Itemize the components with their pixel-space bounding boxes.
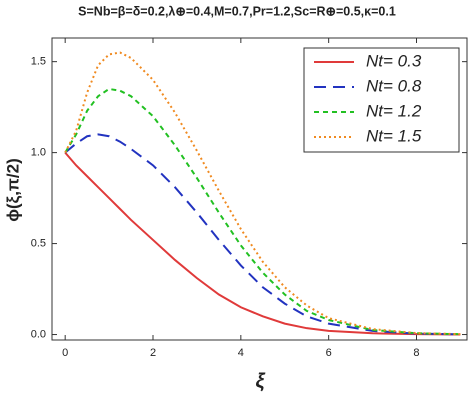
y-tick-label: 1.0 bbox=[31, 147, 46, 159]
data-line bbox=[64, 151, 461, 336]
x-axis-label: ξ bbox=[256, 370, 266, 392]
x-tick-label: 8 bbox=[413, 347, 419, 359]
legend-label: Nt= 1.2 bbox=[366, 101, 422, 120]
y-tick-label: 1.5 bbox=[31, 56, 46, 68]
data-line bbox=[64, 133, 461, 336]
y-tick-label: 0.0 bbox=[31, 328, 46, 340]
legend-label: Nt= 0.3 bbox=[366, 51, 422, 70]
x-tick-label: 0 bbox=[62, 347, 68, 359]
chart-title: S=Nb=β=δ=0.2,λ⊕=0.4,M=0.7,Pr=1.2,Sc=R⊕=0… bbox=[78, 4, 396, 18]
legend-label: Nt= 0.8 bbox=[366, 76, 422, 95]
legend-label: Nt= 1.5 bbox=[366, 126, 422, 145]
x-tick-label: 4 bbox=[238, 347, 244, 359]
data-line bbox=[64, 51, 461, 336]
x-tick-label: 6 bbox=[326, 347, 332, 359]
plot-frame bbox=[51, 37, 468, 341]
y-axis-label: ϕ(ξ,π/2) bbox=[3, 158, 22, 222]
x-tick-label: 2 bbox=[150, 347, 156, 359]
data-line bbox=[64, 87, 461, 336]
y-tick-label: 0.5 bbox=[31, 237, 46, 249]
legend-box bbox=[303, 47, 460, 153]
